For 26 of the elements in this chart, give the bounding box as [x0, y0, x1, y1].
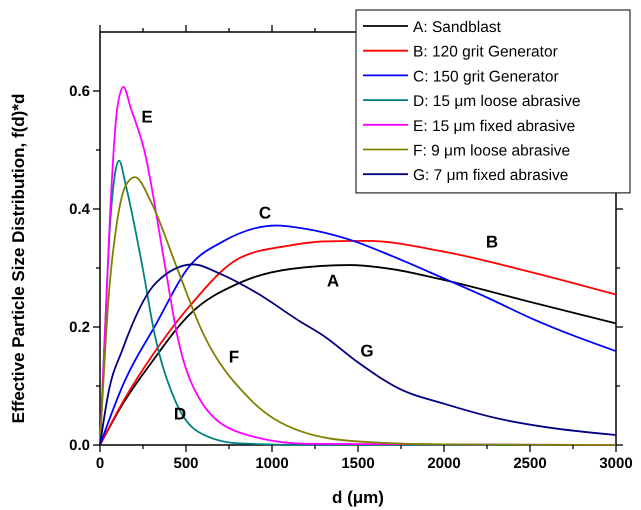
annotation: C [258, 203, 272, 222]
legend-label: E: 15 μm fixed abrasive [413, 118, 576, 135]
y-tick-label: 0.4 [69, 201, 91, 218]
annotation: G [360, 341, 374, 360]
legend-label: B: 120 grit Generator [413, 44, 558, 61]
y-tick-label: 0.6 [69, 83, 90, 100]
annotation: E [141, 107, 153, 126]
x-tick-label: 2000 [427, 455, 461, 472]
x-tick-label: 2500 [513, 455, 547, 472]
x-tick-label: 3000 [599, 455, 633, 472]
x-tick-label: 0 [96, 455, 104, 472]
x-axis-title: d (μm) [332, 488, 384, 507]
x-tick-label: 500 [173, 455, 199, 472]
legend-label: G: 7 μm fixed abrasive [413, 167, 568, 184]
legend-label: C: 150 grit Generator [413, 68, 559, 86]
y-tick-label: 0.2 [69, 319, 90, 336]
legend-label: F: 9 μm loose abrasive [413, 142, 570, 160]
legend-label: D: 15 μm loose abrasive [413, 93, 580, 110]
legend-label: A: Sandblast [413, 19, 502, 36]
annotation: F [228, 347, 240, 366]
x-tick-label: 1000 [255, 455, 289, 472]
y-tick-label: 0.0 [69, 437, 90, 454]
y-axis-title: Effective Particle Size Distribution, f(d)*d [9, 94, 28, 424]
x-tick-label: 1500 [341, 455, 375, 472]
annotation: B [486, 232, 498, 252]
annotation: A [326, 271, 340, 290]
